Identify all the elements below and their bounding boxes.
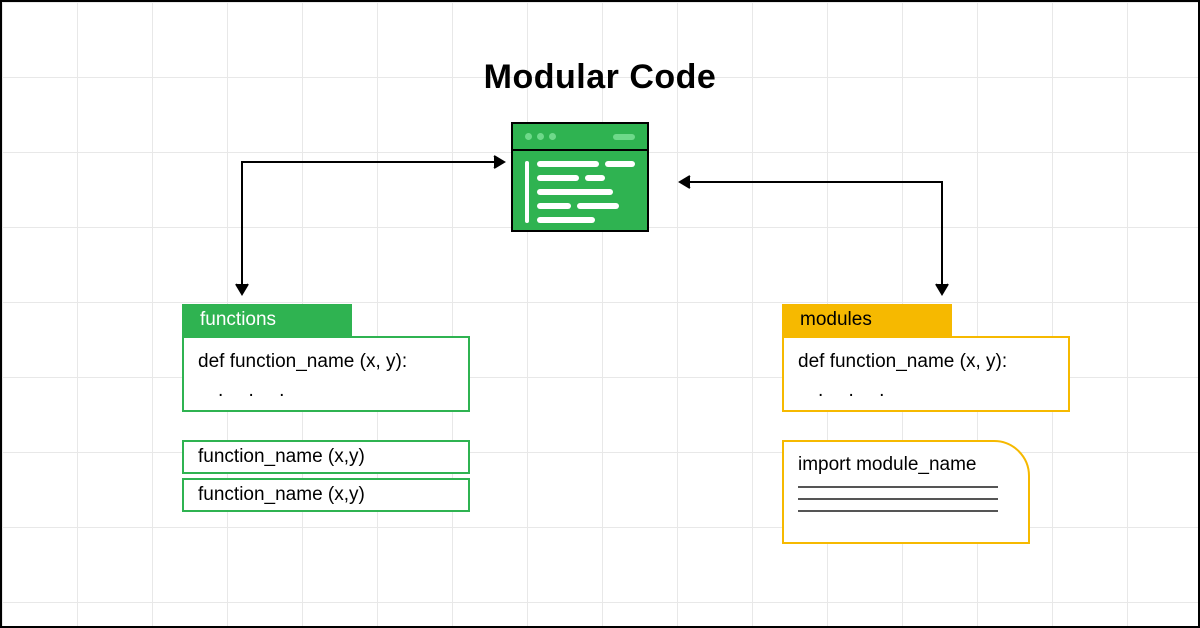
- modules-import-box: import module_name: [782, 440, 1030, 544]
- ellipsis-text: . . .: [798, 377, 1054, 406]
- modules-header: modules: [782, 304, 952, 336]
- code-text: def function_name (x, y):: [798, 348, 1054, 377]
- code-line-icon: [585, 175, 605, 181]
- function-call-box: function_name (x,y): [182, 478, 470, 512]
- titlebar-dot-icon: [549, 133, 556, 140]
- arrow-left: [222, 152, 512, 302]
- underline-icon: [798, 510, 998, 512]
- underline-icon: [798, 498, 998, 500]
- functions-header: functions: [182, 304, 352, 336]
- diagram-title: Modular Code: [2, 58, 1198, 97]
- code-line-icon: [537, 175, 579, 181]
- titlebar-dot-icon: [525, 133, 532, 140]
- ellipsis-text: . . .: [198, 377, 454, 406]
- titlebar-bar-icon: [613, 134, 635, 140]
- code-text: def function_name (x, y):: [198, 348, 454, 377]
- code-line-icon: [537, 217, 595, 223]
- code-line-icon: [537, 161, 599, 167]
- window-titlebar: [511, 122, 649, 149]
- modules-definition-box: def function_name (x, y): . . .: [782, 336, 1070, 412]
- import-text: import module_name: [798, 454, 1014, 476]
- diagram-canvas: Modular Code functions: [0, 0, 1200, 628]
- code-window-icon: [511, 122, 649, 232]
- underline-icon: [798, 486, 998, 488]
- code-margin-icon: [525, 161, 529, 223]
- arrow-right: [662, 172, 962, 302]
- code-line-icon: [537, 203, 571, 209]
- code-line-icon: [537, 189, 613, 195]
- titlebar-dot-icon: [537, 133, 544, 140]
- window-body: [511, 149, 649, 232]
- functions-definition-box: def function_name (x, y): . . .: [182, 336, 470, 412]
- code-line-icon: [577, 203, 619, 209]
- function-call-box: function_name (x,y): [182, 440, 470, 474]
- code-line-icon: [605, 161, 635, 167]
